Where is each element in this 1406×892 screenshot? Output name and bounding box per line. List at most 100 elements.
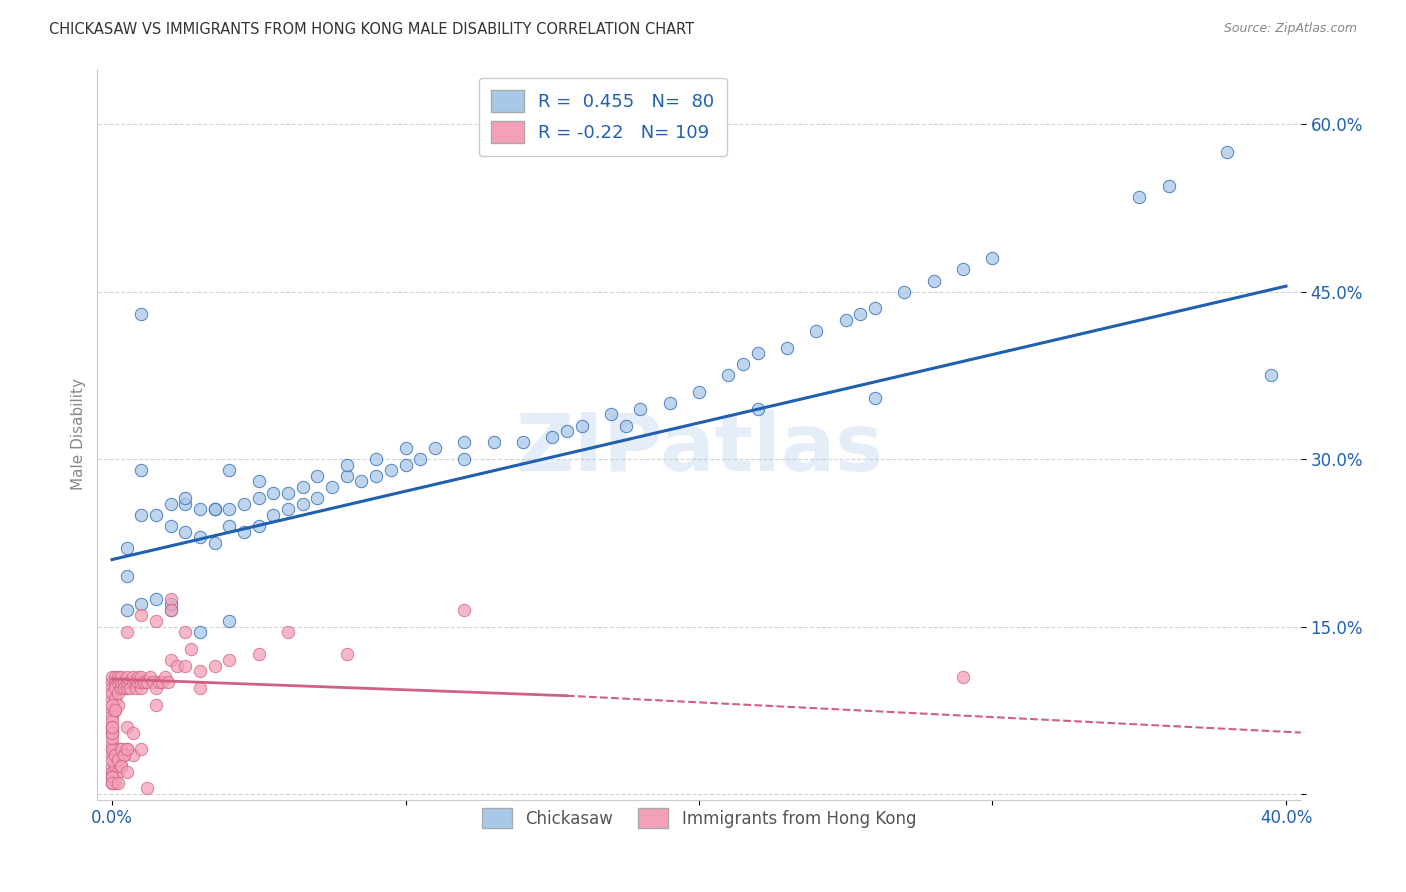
Point	[174, 658, 197, 673]
Point	[104, 675, 127, 690]
Point	[115, 681, 138, 695]
Point	[218, 463, 240, 477]
Text: ZIPatlas: ZIPatlas	[515, 409, 883, 488]
Point	[107, 764, 129, 779]
Point	[118, 675, 141, 690]
Point	[262, 508, 284, 522]
Point	[247, 648, 270, 662]
Point	[247, 475, 270, 489]
Point	[307, 491, 329, 506]
Point	[101, 776, 124, 790]
Point	[101, 731, 124, 746]
Point	[121, 725, 143, 739]
Point	[131, 742, 153, 756]
Point	[453, 603, 475, 617]
Point	[115, 569, 138, 583]
Point	[118, 681, 141, 695]
Point	[104, 681, 127, 695]
Point	[156, 675, 179, 690]
Point	[204, 536, 226, 550]
Point	[291, 480, 314, 494]
Point	[139, 670, 162, 684]
Point	[307, 468, 329, 483]
Point	[107, 698, 129, 712]
Point	[628, 401, 651, 416]
Point	[849, 307, 872, 321]
Point	[747, 401, 769, 416]
Point	[121, 675, 143, 690]
Point	[952, 262, 974, 277]
Point	[101, 725, 124, 739]
Point	[131, 681, 153, 695]
Point	[366, 468, 388, 483]
Point	[112, 681, 135, 695]
Point	[115, 603, 138, 617]
Point	[127, 675, 149, 690]
Point	[115, 670, 138, 684]
Point	[150, 675, 173, 690]
Point	[159, 603, 181, 617]
Point	[453, 452, 475, 467]
Point	[115, 742, 138, 756]
Point	[101, 675, 124, 690]
Point	[136, 675, 159, 690]
Point	[981, 252, 1004, 266]
Point	[101, 764, 124, 779]
Point	[112, 747, 135, 762]
Point	[153, 670, 176, 684]
Point	[142, 675, 165, 690]
Point	[101, 703, 124, 717]
Point	[104, 670, 127, 684]
Point	[321, 480, 343, 494]
Point	[110, 759, 132, 773]
Point	[174, 491, 197, 506]
Point	[112, 747, 135, 762]
Point	[291, 497, 314, 511]
Point	[233, 497, 256, 511]
Point	[188, 681, 211, 695]
Point	[922, 274, 945, 288]
Point	[107, 675, 129, 690]
Point	[131, 597, 153, 611]
Point	[101, 692, 124, 706]
Point	[380, 463, 402, 477]
Point	[101, 725, 124, 739]
Point	[717, 368, 740, 383]
Point	[159, 653, 181, 667]
Point	[658, 396, 681, 410]
Point	[101, 670, 124, 684]
Point	[101, 720, 124, 734]
Point	[101, 708, 124, 723]
Point	[110, 759, 132, 773]
Point	[115, 625, 138, 640]
Point	[131, 307, 153, 321]
Point	[101, 742, 124, 756]
Point	[747, 346, 769, 360]
Point	[188, 625, 211, 640]
Point	[835, 312, 858, 326]
Point	[104, 759, 127, 773]
Legend: Chickasaw, Immigrants from Hong Kong: Chickasaw, Immigrants from Hong Kong	[475, 801, 922, 835]
Point	[174, 625, 197, 640]
Point	[614, 418, 637, 433]
Point	[247, 519, 270, 533]
Point	[131, 608, 153, 623]
Point	[127, 670, 149, 684]
Point	[101, 776, 124, 790]
Point	[134, 675, 156, 690]
Point	[174, 497, 197, 511]
Point	[188, 664, 211, 678]
Point	[112, 675, 135, 690]
Point	[174, 524, 197, 539]
Point	[101, 742, 124, 756]
Point	[131, 463, 153, 477]
Point	[101, 759, 124, 773]
Point	[159, 519, 181, 533]
Point	[806, 324, 828, 338]
Point	[394, 441, 416, 455]
Point	[101, 725, 124, 739]
Point	[145, 614, 167, 628]
Point	[115, 541, 138, 556]
Point	[166, 658, 188, 673]
Point	[571, 418, 593, 433]
